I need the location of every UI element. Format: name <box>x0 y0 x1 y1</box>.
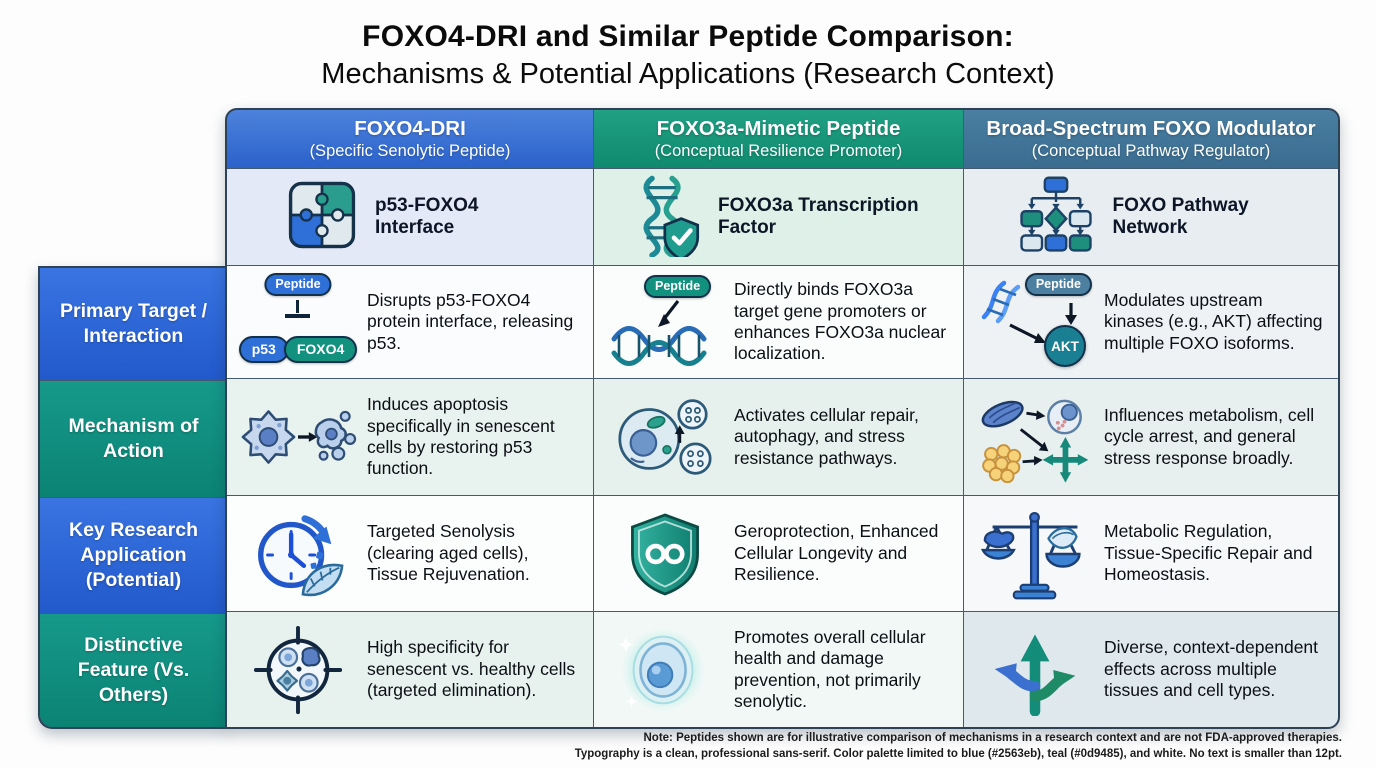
cell-text: Metabolic Regulation, Tissue-Specific Re… <box>1104 521 1313 585</box>
shield-infinity-icon <box>606 509 724 599</box>
peptide-label-pill: Peptide <box>264 273 332 296</box>
feature-cell-foxo3a: FOXO3a Transcription Factor <box>594 169 963 265</box>
footnote-line2: Typography is a clean, professional sans… <box>574 747 1342 760</box>
column-title: FOXO4-DRI <box>354 117 466 140</box>
column-subtitle: (Specific Senolytic Peptide) <box>309 142 511 160</box>
foxo4-label-pill: FOXO4 <box>283 336 358 363</box>
cell-application-broad: Metabolic Regulation, Tissue-Specific Re… <box>964 496 1338 611</box>
cell-mechanism-foxo3a: Activates cellular repair, autophagy, an… <box>594 379 963 495</box>
peptide-label-pill: Peptide <box>644 275 712 298</box>
row-header-primary-target: Primary Target / Interaction <box>40 268 227 380</box>
cell-text: Directly binds FOXO3a target gene promot… <box>734 279 947 364</box>
cell-text: Disrupts p53-FOXO4 protein interface, re… <box>367 289 574 353</box>
cell-primary-target-foxo4dri: Peptide p53 FOXO4 Disrupts p53-FOXO4 pro… <box>227 266 593 378</box>
peptide-modulates-akt-icon: Peptide AKT <box>976 273 1094 371</box>
feature-label: FOXO3a Transcription Factor <box>718 194 919 238</box>
footnote: Note: Peptides shown are for illustrativ… <box>575 730 1342 762</box>
cell-application-foxo3a: Geroprotection, Enhanced Cellular Longev… <box>594 496 963 611</box>
cell-text: High specificity for senescent vs. healt… <box>367 637 576 701</box>
column-subtitle: (Conceptual Resilience Promoter) <box>654 142 903 160</box>
column-header-broad-spectrum: Broad-Spectrum FOXO Modulator (Conceptua… <box>964 110 1338 168</box>
cell-text: Promotes overall cellular health and dam… <box>734 626 926 711</box>
title-line1: FOXO4-DRI and Similar Peptide Comparison… <box>362 20 1014 53</box>
cell-text: Influences metabolism, cell cycle arrest… <box>1104 404 1315 468</box>
cell-text: Diverse, context-dependent effects acros… <box>1104 637 1319 701</box>
feature-label: p53-FOXO4 Interface <box>375 194 479 238</box>
healthy-cell-glow-icon <box>606 624 724 716</box>
cell-mechanism-foxo4dri: Induces apoptosis specifically in senesc… <box>227 379 593 495</box>
column-title: FOXO3a-Mimetic Peptide <box>656 117 901 140</box>
cell-distinctive-foxo4dri: High specificity for senescent vs. healt… <box>227 612 593 727</box>
cell-text: Modulates upstream kinases (e.g., AKT) a… <box>1104 289 1323 353</box>
row-header-mechanism: Mechanism of Action <box>40 381 227 497</box>
page-title: FOXO4-DRI and Similar Peptide Comparison… <box>0 20 1376 91</box>
cell-distinctive-foxo3a: Promotes overall cellular health and dam… <box>594 612 963 727</box>
cell-primary-target-broad: Peptide AKT Modulates upstream kinases (… <box>964 266 1338 378</box>
inhibition-symbol <box>296 300 299 313</box>
cell-text: Geroprotection, Enhanced Cellular Longev… <box>734 521 939 585</box>
footnote-line1: Note: Peptides shown are for illustrativ… <box>643 731 1343 744</box>
cell-application-foxo4dri: Targeted Senolysis (clearing aged cells)… <box>227 496 593 611</box>
balance-scale-icon <box>976 507 1094 601</box>
row-header-column: Primary Target / Interaction Mechanism o… <box>38 266 227 729</box>
senescent-cell-apoptosis-icon <box>239 396 357 478</box>
inhibition-symbol-bar <box>285 314 310 318</box>
puzzle-interface-icon <box>285 178 359 257</box>
cell-distinctive-broad: Diverse, context-dependent effects acros… <box>964 612 1338 727</box>
row-header-application: Key Research Application (Potential) <box>40 498 227 613</box>
peptide-label-pill: Peptide <box>1024 273 1092 296</box>
column-subtitle: (Conceptual Pathway Regulator) <box>1031 142 1271 160</box>
cell-primary-target-foxo3a: Peptide Directly binds FOXO3a tar <box>594 266 963 378</box>
peptide-binds-dna-icon: Peptide <box>606 273 724 371</box>
column-header-foxo3a-mimetic: FOXO3a-Mimetic Peptide (Conceptual Resil… <box>594 110 963 168</box>
cell-mechanism-broad: Influences metabolism, cell cycle arrest… <box>964 379 1338 495</box>
row-header-distinctive: Distinctive Feature (Vs. Others) <box>40 614 227 727</box>
p53-label-pill: p53 <box>238 336 289 363</box>
comparison-table: FOXO4-DRI (Specific Senolytic Peptide) F… <box>225 108 1340 729</box>
title-line2: Mechanisms & Potential Applications (Res… <box>321 58 1055 90</box>
akt-kinase-circle: AKT <box>1044 325 1086 367</box>
dna-shield-check-icon <box>624 173 702 262</box>
pathway-network-icon <box>1015 174 1097 261</box>
feature-cell-foxo4: p53-FOXO4 Interface <box>227 169 593 265</box>
metabolism-broad-effects-icon <box>976 391 1094 483</box>
feature-label: FOXO Pathway Network <box>1112 194 1249 238</box>
feature-cell-pathway: FOXO Pathway Network <box>964 169 1338 265</box>
branching-arrows-icon <box>976 624 1094 716</box>
clock-rejuvenation-icon <box>239 507 357 601</box>
cell-text: Activates cellular repair, autophagy, an… <box>734 404 919 468</box>
cell-text: Targeted Senolysis (clearing aged cells)… <box>367 521 530 585</box>
peptide-blocks-p53-foxo4-icon: Peptide p53 FOXO4 <box>238 273 358 371</box>
target-senescent-cells-icon <box>239 623 357 717</box>
column-title: Broad-Spectrum FOXO Modulator <box>986 117 1316 140</box>
cell-autophagy-icon <box>606 393 724 481</box>
cell-text: Induces apoptosis specifically in senesc… <box>367 394 555 479</box>
column-header-foxo4-dri: FOXO4-DRI (Specific Senolytic Peptide) <box>227 110 593 168</box>
